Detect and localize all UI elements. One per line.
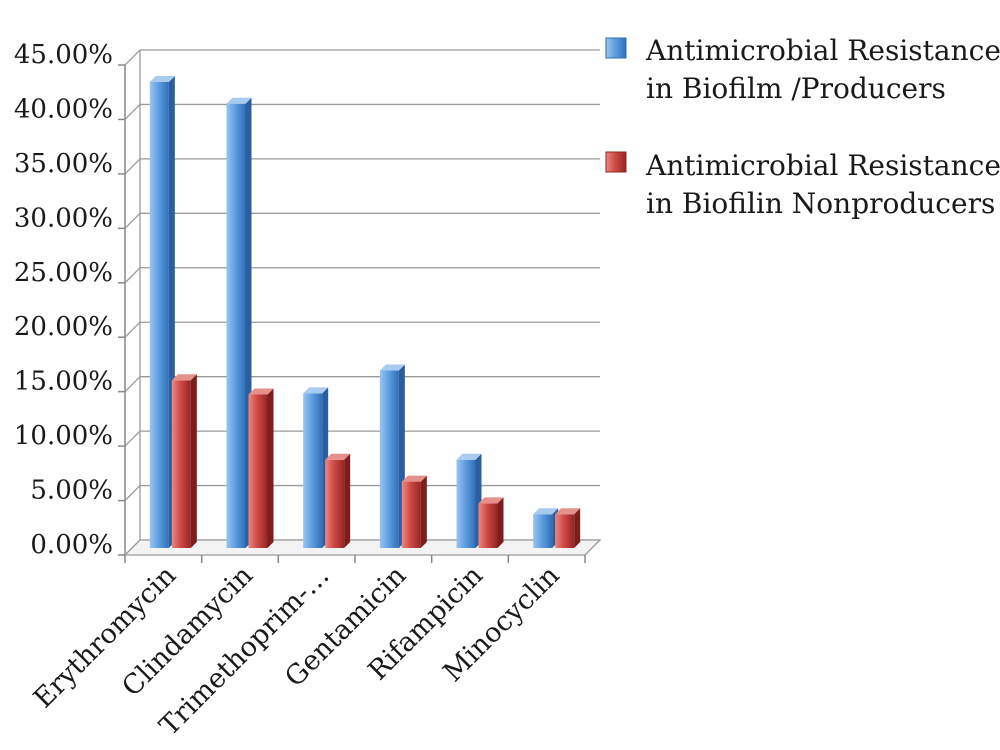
bar-side — [497, 497, 504, 548]
y-tick-label: 10.00% — [14, 421, 113, 451]
gridline-side — [124, 158, 141, 175]
bar-front — [171, 380, 191, 548]
bar-front — [533, 514, 553, 548]
legend-label: Antimicrobial Resistance — [645, 149, 1000, 182]
bar-top — [401, 475, 427, 482]
bar-top — [226, 97, 252, 104]
bar-producers-gentamicin — [379, 364, 405, 548]
bar-side — [420, 475, 427, 548]
bar-nonproducers-trimethoprim — [325, 453, 351, 548]
y-tick-label: 15.00% — [14, 367, 113, 397]
gridline-side — [124, 376, 141, 393]
bar-producers-minocyclin — [533, 508, 559, 548]
bar-front — [555, 514, 575, 548]
bar-producers-erythromycin — [149, 75, 175, 548]
bar-nonproducers-clindamycin — [248, 388, 274, 548]
bar-top — [171, 374, 197, 381]
bar-producers-clindamycin — [226, 97, 252, 548]
legend-label: Antimicrobial Resistance — [645, 34, 1000, 67]
bar-top — [325, 453, 351, 460]
legend-swatch — [605, 151, 627, 173]
bar-nonproducers-gentamicin — [401, 475, 427, 548]
legend-label: in Biofilm /Producers — [646, 72, 946, 105]
bar-front — [248, 394, 268, 548]
bar-producers-rifampicin — [456, 453, 482, 548]
gridline-side — [124, 49, 141, 66]
y-tick-label: 0.00% — [30, 530, 113, 560]
bar-top — [149, 75, 175, 82]
bar-front — [303, 393, 323, 548]
bar-top — [533, 508, 559, 515]
y-tick-label: 25.00% — [14, 258, 113, 288]
bar-side — [267, 388, 274, 548]
bar-top — [456, 453, 482, 460]
gridline-side — [124, 485, 141, 502]
bar-front — [401, 481, 421, 548]
bar-front — [149, 81, 169, 548]
bar-front — [226, 103, 246, 548]
gridline-side — [124, 267, 141, 284]
legend: Antimicrobial Resistance in Biofilm /Prod… — [605, 34, 1000, 220]
gridline-side — [124, 321, 141, 338]
bar-top — [248, 388, 274, 395]
bar-top — [379, 364, 405, 371]
bar-side — [190, 374, 197, 548]
y-tick-label: 5.00% — [30, 476, 113, 506]
bar-front — [379, 370, 399, 548]
legend-swatch — [605, 37, 627, 59]
bar-front — [325, 459, 345, 548]
bar-top — [303, 387, 329, 394]
bar-nonproducers-erythromycin — [171, 374, 197, 548]
bar-front — [456, 459, 476, 548]
gridline-side — [124, 212, 141, 229]
bar-top — [478, 497, 504, 504]
plot-area: 0.00% 5.00% 10.00% 15.00% 20.00% 25.00% 30.00%… — [14, 40, 602, 742]
y-tick-label: 20.00% — [14, 312, 113, 342]
bar-nonproducers-rifampicin — [478, 497, 504, 548]
legend-label: in Biofilin Nonproducers — [646, 187, 995, 220]
legend-item-nonproducers: Antimicrobial Resistance in Biofilin Nonp… — [605, 149, 1000, 220]
gridline-side — [124, 430, 141, 447]
gridline-side — [124, 103, 141, 120]
bar-front — [478, 503, 498, 548]
y-tick-label: 30.00% — [14, 203, 113, 233]
y-tick-label: 35.00% — [14, 149, 113, 179]
bar-side — [574, 508, 581, 548]
bar-side — [344, 453, 351, 548]
bar-producers-trimethoprim — [303, 387, 329, 548]
y-tick-label: 40.00% — [14, 94, 113, 124]
legend-item-producers: Antimicrobial Resistance in Biofilm /Prod… — [605, 34, 1000, 105]
y-tick-label: 45.00% — [14, 40, 113, 70]
bar-top — [555, 508, 581, 515]
bar-nonproducers-minocyclin — [555, 508, 581, 548]
